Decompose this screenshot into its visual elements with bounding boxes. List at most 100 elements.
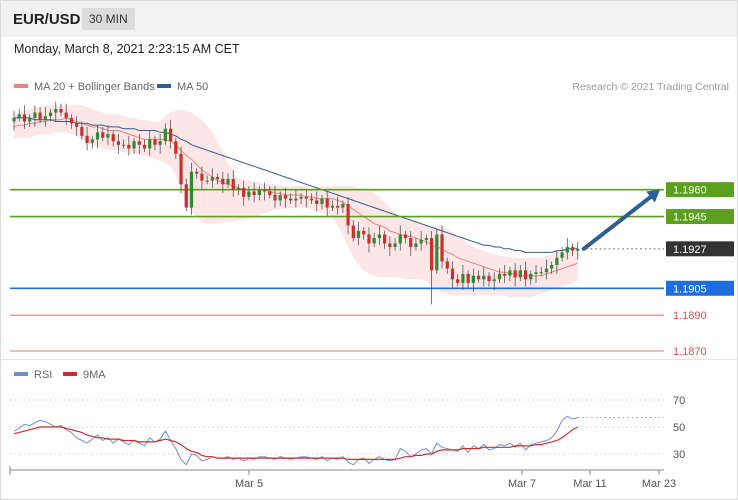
candle-body	[299, 196, 303, 199]
candle-body	[336, 205, 340, 208]
candle-body	[435, 234, 439, 271]
candle-body	[388, 243, 392, 248]
time-axis-label: Mar 23	[642, 478, 676, 490]
price-level-label-0: 1.1960	[673, 185, 707, 197]
legend-rsi-swatch	[14, 372, 28, 377]
candle-body	[419, 239, 423, 244]
candle-body	[289, 198, 293, 201]
candle-body	[200, 173, 204, 181]
candle-body	[471, 275, 475, 283]
price-level-badge-3	[666, 280, 734, 296]
panel-divider	[1, 359, 737, 360]
candle-body	[529, 273, 533, 280]
candle-body	[195, 171, 199, 174]
candle-body	[461, 273, 465, 283]
candle-body	[309, 198, 314, 201]
candle-body	[122, 144, 126, 146]
candle-body	[330, 205, 335, 208]
candle-body	[262, 189, 267, 192]
candle-body	[445, 261, 449, 269]
legend-rsi: RSI	[14, 369, 52, 381]
candle-body	[555, 257, 559, 265]
candle-body	[377, 234, 381, 239]
currency-pair-title: EUR/USD	[13, 11, 81, 28]
legend-ma50-label: MA 50	[177, 81, 209, 93]
candle-body	[48, 112, 53, 117]
candle-body	[325, 198, 329, 208]
candle-body	[544, 268, 549, 273]
candle-body	[497, 273, 502, 280]
candle-body	[210, 177, 214, 181]
candle-body	[148, 139, 152, 149]
candle-body	[367, 234, 371, 244]
candle-body	[137, 141, 141, 145]
candle-body	[503, 273, 507, 276]
candle-body	[106, 134, 110, 138]
candle-body	[158, 141, 162, 145]
price-level-label-2: 1.1927	[673, 244, 707, 256]
chart-datetime: Monday, March 8, 2021 2:23:15 AM CET	[14, 42, 240, 56]
legend-ma50-swatch	[157, 84, 171, 89]
candle-body	[33, 112, 37, 118]
candle-body	[95, 132, 100, 140]
candle-body	[64, 112, 68, 118]
candle-body	[257, 189, 261, 196]
candle-body	[268, 191, 272, 196]
candle-body	[127, 144, 131, 149]
time-axis-label: Mar 11	[573, 478, 606, 490]
candle-body	[351, 225, 355, 239]
candle-body	[205, 180, 209, 182]
candle-body	[174, 141, 178, 154]
candle-body	[523, 270, 528, 280]
candle-body	[576, 248, 580, 251]
candle-body	[278, 195, 282, 201]
legend-ma20-label: MA 20 + Bollinger Bands	[34, 81, 155, 93]
candle-body	[184, 184, 188, 208]
candle-body	[221, 178, 225, 185]
candle-body	[75, 123, 79, 127]
candle-body	[362, 230, 366, 235]
price-level-label-1: 1.1945	[673, 212, 707, 224]
candle-body	[539, 272, 543, 274]
candle-body	[513, 270, 517, 278]
candle-body	[482, 275, 486, 280]
candle-body	[132, 141, 136, 149]
rsi-tick-label: 50	[673, 422, 685, 434]
candle-body	[236, 187, 241, 190]
candle-body	[383, 234, 387, 244]
legend-ma50: MA 50	[157, 81, 208, 93]
candle-body	[424, 238, 428, 240]
candle-body	[550, 264, 554, 269]
candle-body	[179, 153, 183, 185]
candle-body	[69, 117, 74, 124]
candle-body	[492, 279, 496, 282]
timeframe-badge[interactable]: 30 MIN	[82, 8, 135, 30]
candle-body	[409, 238, 413, 248]
candle-body	[341, 204, 345, 208]
candle-body	[508, 270, 512, 276]
candle-body	[273, 195, 277, 201]
candle-body	[450, 268, 455, 280]
chart-header: EUR/USD 30 MIN	[1, 1, 737, 37]
rsi-ma-line	[13, 426, 579, 460]
time-axis-label: Mar 7	[508, 478, 536, 490]
candle-body	[90, 139, 94, 144]
time-axis-label: Mar 5	[235, 478, 263, 490]
candle-body	[456, 279, 460, 283]
candle-body	[189, 171, 194, 208]
candle-body	[534, 272, 538, 274]
candle-body	[372, 238, 376, 244]
candle-body	[247, 191, 251, 197]
candle-body	[393, 243, 397, 248]
candle-body	[466, 273, 470, 283]
price-level-badge-1	[666, 209, 734, 225]
candle-body	[403, 234, 408, 239]
candle-body	[111, 134, 115, 142]
price-level-label-3: 1.1905	[673, 283, 707, 295]
rsi-tick-label: 70	[673, 395, 685, 407]
candle-body	[356, 230, 361, 239]
candle-body	[142, 144, 147, 149]
candle-body	[215, 177, 220, 179]
candle-body	[38, 112, 42, 120]
